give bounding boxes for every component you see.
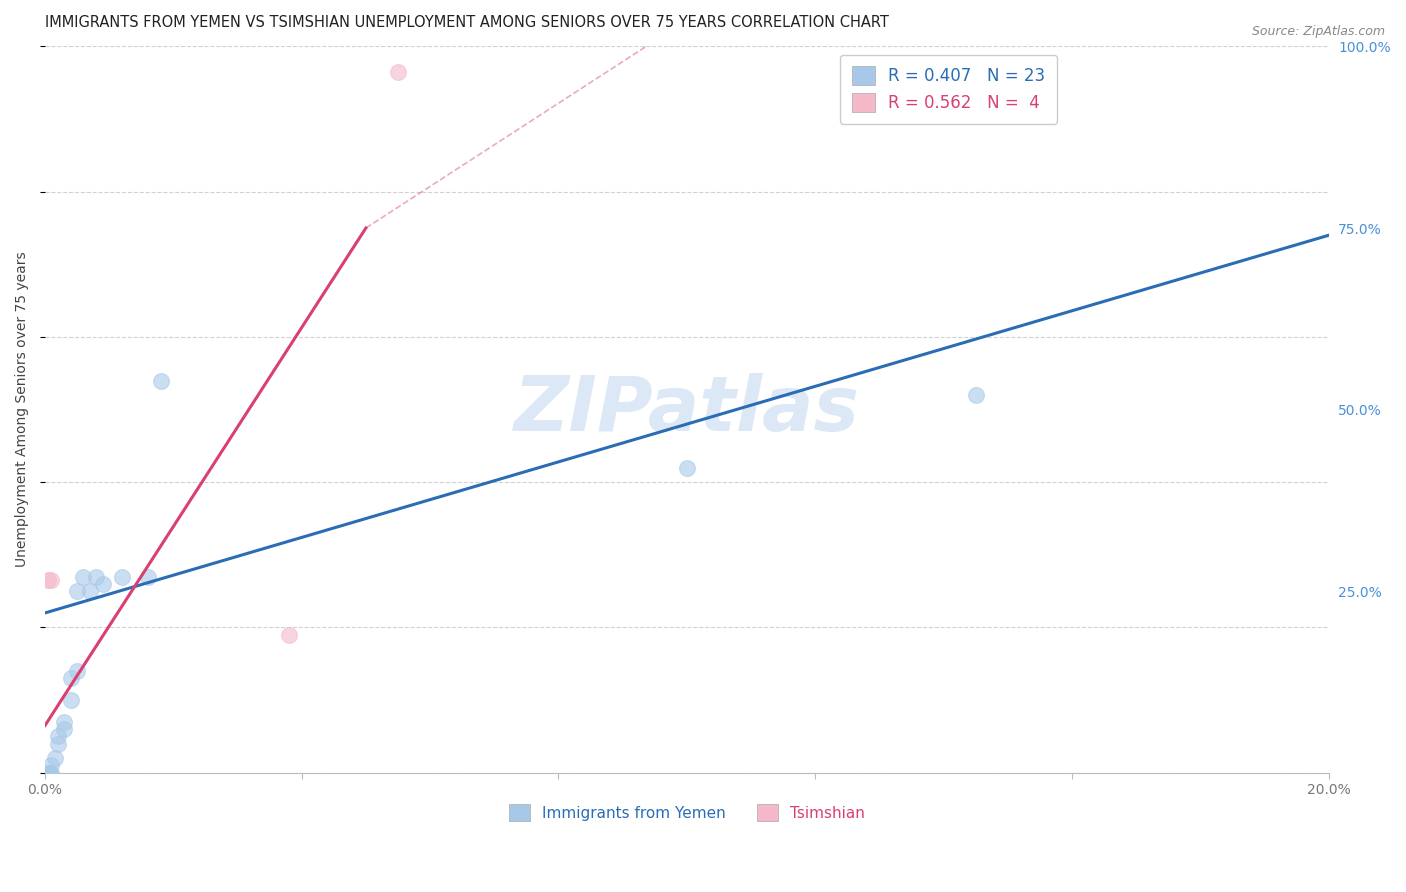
Legend: Immigrants from Yemen, Tsimshian: Immigrants from Yemen, Tsimshian (502, 798, 872, 827)
Point (46, 730, 69, 744)
Point (41, 574, 63, 588)
Point (37, 765, 59, 780)
Point (37, 574, 59, 588)
Point (66, 584, 89, 599)
Point (79, 584, 101, 599)
Point (39, 765, 62, 780)
Y-axis label: Unemployment Among Seniors over 75 years: Unemployment Among Seniors over 75 years (15, 252, 30, 567)
Point (53, 722, 76, 736)
Point (59, 671, 82, 685)
Point (37, 765, 59, 780)
Point (387, 65, 409, 79)
Point (46, 737, 69, 751)
Point (72, 569, 94, 583)
Point (675, 460, 697, 475)
Point (91, 577, 114, 591)
Point (111, 569, 134, 583)
Text: ZIPatlas: ZIPatlas (513, 373, 860, 447)
Point (149, 374, 172, 388)
Point (136, 569, 159, 583)
Point (53, 714, 76, 729)
Point (66, 664, 89, 678)
Point (965, 388, 987, 402)
Text: IMMIGRANTS FROM YEMEN VS TSIMSHIAN UNEMPLOYMENT AMONG SENIORS OVER 75 YEARS CORR: IMMIGRANTS FROM YEMEN VS TSIMSHIAN UNEMP… (45, 15, 889, 30)
Point (59, 693, 82, 707)
Point (41, 758, 63, 772)
Point (277, 628, 299, 642)
Point (86, 569, 108, 583)
Point (44, 751, 66, 765)
Text: Source: ZipAtlas.com: Source: ZipAtlas.com (1251, 25, 1385, 38)
Point (41, 765, 63, 780)
